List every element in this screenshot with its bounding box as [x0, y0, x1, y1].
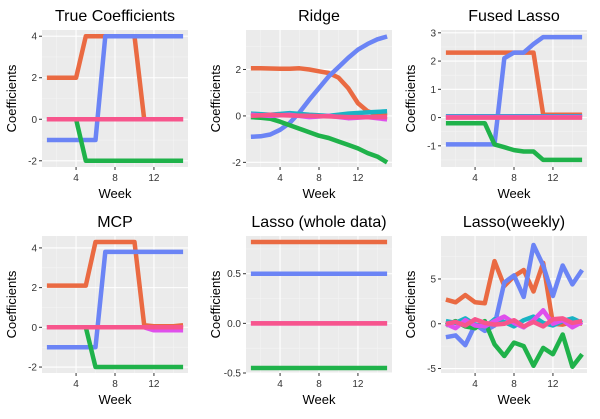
x-tick-label: 8: [316, 173, 322, 184]
x-tick-label: 12: [352, 173, 364, 184]
y-tick-label: 0: [235, 111, 241, 122]
x-tick-label: 12: [352, 379, 364, 390]
series-line-6: [250, 112, 388, 120]
y-tick-label: -2: [28, 363, 37, 374]
series-line-2: [46, 33, 184, 143]
x-tick-label: 12: [148, 173, 160, 184]
series-line-2: [445, 34, 583, 147]
chart-panel-4: 4 8 12 -2 0 2 4 MCP Week Coefficients: [4, 214, 188, 407]
y-tick-label: 4: [31, 32, 37, 43]
series-line-2: [445, 242, 584, 348]
chart-title: Fused Lasso: [468, 8, 560, 25]
x-axis-label: Week: [99, 392, 132, 407]
x-axis-label: Week: [498, 392, 531, 407]
x-tick-label: 8: [112, 379, 118, 390]
y-tick-label: 2: [235, 65, 241, 76]
y-axis-label: Coefficients: [208, 64, 223, 132]
series-line-6: [445, 316, 583, 329]
chart-title: Lasso (whole data): [251, 214, 386, 231]
chart-title: MCP: [97, 214, 133, 231]
y-axis-label: Coefficients: [208, 270, 223, 338]
series-group: [46, 239, 184, 370]
y-tick-label: -5: [427, 364, 436, 375]
y-tick-label: 0: [31, 115, 37, 126]
x-tick-label: 12: [547, 173, 559, 184]
y-tick-label: 2: [430, 57, 436, 68]
x-tick-label: 8: [511, 173, 517, 184]
series-group: [445, 34, 583, 163]
series-group: [250, 34, 389, 165]
x-tick-label: 4: [277, 379, 283, 390]
y-tick-label: 5: [430, 274, 436, 285]
chart-panel-1: 4 8 12 -2 0 2 4 True Coefficients Week Coefficien…: [4, 8, 188, 201]
y-axis-label: Coefficients: [4, 270, 19, 338]
y-tick-label: 1: [430, 85, 436, 96]
series-line-2: [250, 34, 388, 140]
chart-panel-2: 4 8 12 -2 0 2 Ridge Week Coefficients: [208, 8, 392, 201]
y-axis-label: Coefficients: [403, 270, 418, 338]
y-tick-label: 0.5: [227, 269, 241, 280]
y-tick-label: 2: [31, 283, 37, 294]
y-tick-label: 2: [31, 73, 37, 84]
y-tick-label: -2: [28, 156, 37, 167]
y-tick-label: 0.0: [227, 319, 241, 330]
x-tick-label: 4: [277, 173, 283, 184]
x-tick-label: 4: [73, 173, 79, 184]
x-tick-label: 8: [316, 379, 322, 390]
series-line-3: [444, 318, 584, 369]
y-tick-label: 0: [430, 113, 436, 124]
chart-panel-5: 4 8 12 -0.5 0.0 0.5 Lasso (whole data) Week Coef…: [208, 214, 392, 407]
y-tick-label: 4: [31, 243, 37, 254]
y-tick-label: 0: [31, 323, 37, 334]
y-tick-label: -2: [232, 158, 241, 169]
x-tick-label: 12: [547, 379, 559, 390]
x-tick-label: 4: [472, 173, 478, 184]
x-axis-label: Week: [303, 186, 336, 201]
x-tick-label: 8: [112, 173, 118, 184]
y-tick-label: 3: [430, 28, 436, 39]
x-tick-label: 12: [148, 379, 160, 390]
chart-title: Lasso(weekly): [463, 214, 565, 231]
y-tick-label: 0: [430, 319, 436, 330]
y-axis-label: Coefficients: [4, 64, 19, 132]
x-tick-label: 8: [511, 379, 517, 390]
chart-title: Ridge: [298, 8, 340, 25]
chart-panel-6: 4 8 12 -5 0 5 Lasso(weekly) Week Coefficients: [403, 214, 587, 407]
series-line-3: [250, 114, 389, 165]
x-axis-label: Week: [498, 186, 531, 201]
y-tick-label: -0.5: [224, 369, 242, 380]
series-line-1: [250, 66, 388, 119]
series-group: [46, 33, 184, 164]
series-group: [250, 239, 388, 371]
x-tick-label: 4: [472, 379, 478, 390]
series-line-3: [445, 120, 583, 163]
series-line-2: [46, 249, 184, 350]
series-group: [444, 242, 584, 369]
x-tick-label: 4: [73, 379, 79, 390]
chart-title: True Coefficients: [55, 8, 175, 25]
y-axis-label: Coefficients: [403, 64, 418, 132]
x-axis-label: Week: [303, 392, 336, 407]
y-tick-label: -1: [427, 141, 436, 152]
x-axis-label: Week: [99, 186, 132, 201]
